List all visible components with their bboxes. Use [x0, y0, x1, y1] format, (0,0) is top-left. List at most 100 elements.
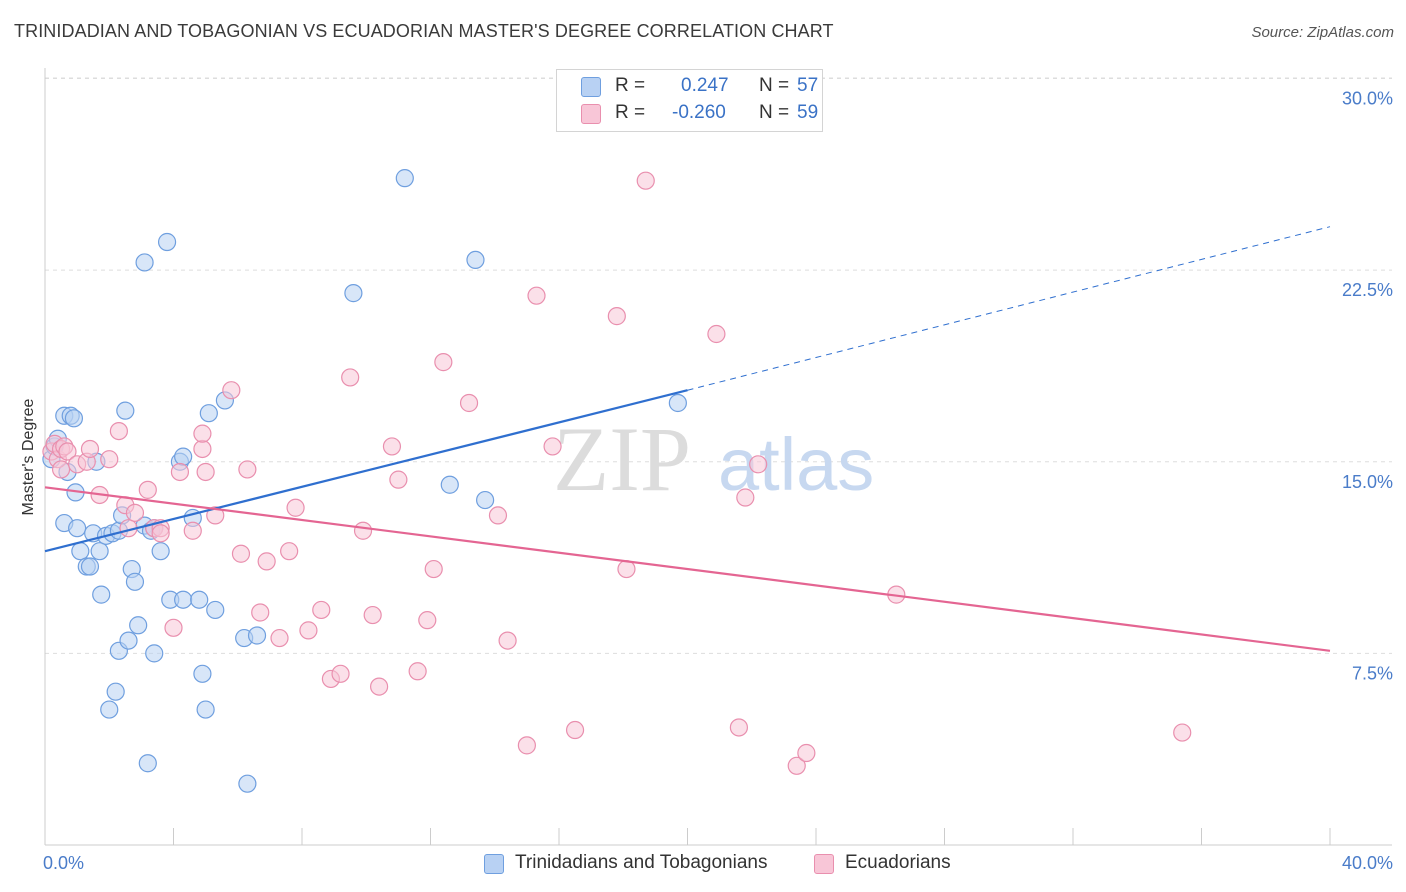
ecuadorian-point	[183, 521, 202, 540]
ecuadorian-point	[517, 736, 536, 755]
trinidadian-point	[135, 253, 154, 272]
ecuadorian-point	[206, 506, 225, 525]
chart-title: TRINIDADIAN AND TOBAGONIAN VS ECUADORIAN…	[14, 21, 834, 41]
watermark: ZIP atlas	[553, 408, 874, 510]
trinidadian-point	[199, 404, 218, 423]
watermark-zip: ZIP	[553, 408, 691, 510]
trinidadian-point	[125, 572, 145, 591]
ecuadorian-point	[251, 603, 270, 622]
ecuadorian-point	[299, 621, 318, 640]
trend-lines	[44, 226, 1331, 652]
trinidadian-point	[138, 754, 157, 773]
trinidadian-point	[157, 232, 177, 252]
trend-line-trinidadians	[44, 389, 688, 553]
ecuadorian-point	[109, 421, 128, 441]
ecuadorian-point	[58, 442, 77, 461]
ecuadorian-point	[707, 324, 726, 344]
tick-labels: 7.5% 15.0% 22.5% 30.0% 0.0% 40.0%	[43, 89, 1393, 874]
trinidadian-point	[100, 700, 119, 719]
trinidadian-point	[71, 542, 90, 561]
ecuadorian-point	[196, 462, 215, 482]
legend-label-trinidadians: Trinidadians and Tobagonians	[515, 852, 768, 873]
ecuadorian-point	[100, 450, 119, 469]
trinidadian-point	[119, 631, 138, 650]
ecuadorian-point	[636, 171, 655, 190]
ecuadorian-point	[331, 664, 350, 683]
ecuadorian-point	[341, 368, 360, 387]
ecuadorian-point	[488, 506, 508, 525]
trend-line-ecuadorians	[44, 486, 1331, 652]
trend-line-trinidadians-extension	[687, 226, 1331, 391]
x-tick-label-min: 0.0%	[43, 853, 84, 873]
trinidadian-point	[174, 590, 193, 609]
ecuadorian-point	[80, 439, 100, 459]
ecuadorian-point	[736, 488, 755, 507]
ecuadorian-point	[749, 455, 768, 474]
ecuadorian-point	[408, 662, 427, 681]
trinidadian-point	[80, 557, 100, 576]
ecuadorian-point	[270, 628, 289, 648]
trinidadian-point	[190, 590, 209, 609]
ecuadorian-point	[164, 618, 183, 637]
ecuadorian-point	[418, 611, 437, 630]
legend-n-label: N =	[759, 102, 790, 123]
ecuadorian-point	[1173, 723, 1192, 742]
ecuadorian-point	[498, 631, 517, 650]
y-tick-label: 22.5%	[1342, 280, 1393, 300]
ecuadorian-point	[193, 424, 212, 443]
ecuadorian-point	[370, 677, 389, 696]
ecuadorian-point	[286, 498, 305, 517]
ecuadorian-point	[125, 503, 145, 522]
ecuadorian-point	[280, 542, 299, 561]
legend-label-ecuadorians: Ecuadorians	[845, 852, 951, 873]
legend-n-label: N =	[759, 75, 790, 96]
ecuadorian-point	[607, 307, 626, 326]
ecuadorian-point	[729, 718, 749, 737]
trinidadian-point	[247, 626, 267, 645]
y-tick-label: 15.0%	[1342, 472, 1393, 492]
trinidadian-point	[206, 600, 225, 620]
ecuadorian-point	[238, 460, 257, 479]
legend-n-value: 59	[797, 102, 819, 123]
legend-swatch-blue	[581, 77, 601, 97]
trinidadian-point	[466, 250, 485, 270]
legend-r-label: R =	[615, 102, 646, 123]
trinidadian-point	[196, 700, 215, 719]
trinidadian-point	[129, 616, 148, 635]
source-credit: Source: ZipAtlas.com	[1251, 24, 1394, 41]
trinidadian-point	[64, 409, 84, 428]
legend-swatch-pink	[814, 854, 834, 874]
legend-r-value: 0.247	[681, 75, 729, 96]
ecuadorian-point	[222, 381, 241, 400]
trinidadian-point	[106, 682, 125, 701]
trinidadian-point	[151, 542, 170, 561]
trinidadian-point	[174, 447, 193, 466]
y-tick-label: 7.5%	[1352, 663, 1393, 683]
ecuadorian-point	[787, 756, 806, 775]
ecuadorian-point	[353, 521, 373, 540]
ecuadorian-point	[193, 439, 212, 459]
ecuadorian-point	[797, 743, 816, 763]
ecuadorian-point	[138, 480, 157, 499]
trinidadian-point	[116, 401, 135, 420]
trinidadian-point	[90, 542, 109, 561]
trinidadian-point	[476, 490, 495, 510]
x-tick-label-max: 40.0%	[1342, 853, 1393, 873]
correlation-legend: R = 0.247 N = 57 R = -0.260 N = 59	[556, 69, 823, 132]
trinidadian-point	[238, 774, 257, 793]
ecuadorian-point	[312, 600, 331, 620]
ecuadorian-point	[389, 470, 408, 489]
ecuadorian-point	[231, 544, 251, 563]
grid-lines	[45, 77, 1392, 654]
ecuadorian-point	[151, 524, 170, 543]
ecuadorian-point	[434, 353, 453, 372]
ecuadorian-point	[543, 437, 562, 456]
trinidadian-point	[193, 664, 212, 683]
trinidadian-point	[668, 393, 687, 413]
ecuadorian-point	[51, 460, 71, 479]
ecuadorian-point	[527, 286, 546, 305]
legend-n-value: 57	[797, 75, 819, 96]
ecuadorian-point	[382, 437, 402, 456]
trinidadian-point	[92, 585, 111, 604]
